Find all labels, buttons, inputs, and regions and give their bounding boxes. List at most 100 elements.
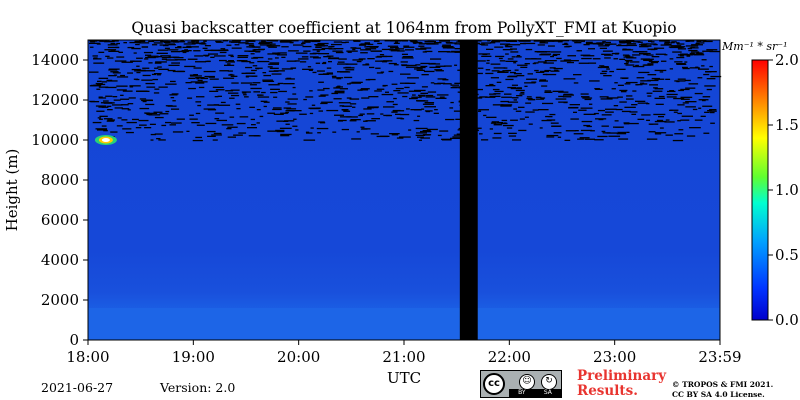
noise-speckle <box>609 70 614 73</box>
noise-speckle <box>154 88 160 90</box>
noise-speckle <box>209 78 219 80</box>
noise-speckle <box>531 58 542 60</box>
noise-speckle <box>132 118 139 121</box>
noise-speckle <box>539 41 546 43</box>
noise-speckle <box>157 49 168 51</box>
noise-speckle <box>376 88 385 90</box>
noise-speckle <box>163 44 169 47</box>
noise-speckle <box>127 72 133 74</box>
noise-speckle <box>225 90 234 92</box>
noise-speckle <box>255 51 261 53</box>
noise-speckle <box>138 42 150 44</box>
noise-speckle <box>482 53 488 56</box>
noise-speckle <box>309 53 317 55</box>
noise-speckle <box>622 54 630 56</box>
noise-speckle <box>169 124 176 126</box>
noise-speckle <box>654 120 667 123</box>
noise-speckle <box>629 61 640 63</box>
noise-speckle <box>294 60 300 62</box>
x-tick-label: 23:00 <box>593 348 636 366</box>
noise-speckle <box>564 42 568 44</box>
noise-speckle <box>368 78 376 81</box>
noise-speckle <box>494 90 504 93</box>
noise-speckle <box>309 56 319 58</box>
noise-speckle <box>539 79 547 81</box>
noise-speckle <box>600 98 613 100</box>
noise-speckle <box>446 47 455 49</box>
noise-speckle <box>315 46 322 49</box>
noise-speckle <box>401 53 408 55</box>
noise-speckle <box>144 127 152 129</box>
x-tick-label: 18:00 <box>66 348 109 366</box>
noise-speckle <box>418 94 426 96</box>
noise-speckle <box>154 67 159 69</box>
noise-speckle <box>326 55 334 57</box>
noise-speckle <box>513 73 522 75</box>
noise-speckle <box>433 112 439 114</box>
noise-speckle <box>647 63 654 65</box>
noise-speckle <box>540 97 546 99</box>
noise-speckle <box>165 121 171 124</box>
noise-speckle <box>500 104 513 106</box>
noise-speckle <box>477 72 483 75</box>
noise-speckle <box>306 132 313 134</box>
noise-speckle <box>358 44 367 46</box>
noise-speckle <box>703 73 710 76</box>
noise-speckle <box>552 40 563 42</box>
noise-speckle <box>391 49 400 51</box>
noise-speckle <box>236 108 241 110</box>
noise-speckle <box>556 57 562 60</box>
noise-speckle <box>267 112 275 114</box>
noise-speckle <box>669 58 674 60</box>
noise-speckle <box>563 93 573 95</box>
noise-speckle <box>365 48 377 50</box>
noise-speckle <box>578 109 587 111</box>
noise-speckle <box>695 66 699 68</box>
noise-speckle <box>565 45 572 47</box>
noise-speckle <box>647 58 654 60</box>
noise-speckle <box>425 96 436 98</box>
noise-speckle <box>512 139 522 141</box>
noise-speckle <box>672 139 684 142</box>
noise-speckle <box>219 51 227 54</box>
noise-speckle <box>263 105 267 108</box>
noise-speckle <box>349 120 357 122</box>
noise-speckle <box>216 119 227 122</box>
noise-speckle <box>143 51 153 54</box>
noise-speckle <box>526 96 532 98</box>
noise-speckle <box>139 124 147 126</box>
y-axis-label: Height (m) <box>3 149 21 232</box>
copyright-line-1: © TROPOS & FMI 2021. <box>672 380 774 389</box>
noise-speckle <box>678 89 684 92</box>
noise-speckle <box>356 131 360 133</box>
noise-speckle <box>413 40 417 42</box>
noise-speckle <box>519 93 525 95</box>
noise-speckle <box>626 43 636 45</box>
noise-speckle <box>216 41 224 43</box>
noise-speckle <box>558 101 568 103</box>
noise-speckle <box>95 128 108 130</box>
noise-speckle <box>694 119 703 121</box>
noise-speckle <box>236 41 241 43</box>
noise-speckle <box>516 95 523 97</box>
noise-speckle <box>405 66 418 68</box>
noise-speckle <box>672 51 682 53</box>
noise-speckle <box>356 60 362 63</box>
noise-speckle <box>197 79 203 82</box>
noise-speckle <box>493 124 503 126</box>
noise-speckle <box>418 43 426 45</box>
noise-speckle <box>154 116 164 119</box>
noise-speckle <box>654 47 665 49</box>
noise-speckle <box>520 42 526 45</box>
noise-speckle <box>703 132 710 134</box>
noise-speckle <box>244 96 249 98</box>
noise-speckle <box>150 133 156 136</box>
noise-speckle <box>229 116 235 118</box>
noise-speckle <box>139 90 150 92</box>
noise-speckle <box>622 48 627 50</box>
noise-speckle <box>415 127 428 130</box>
noise-speckle <box>382 61 388 63</box>
noise-speckle <box>409 40 415 42</box>
noise-speckle <box>420 62 430 65</box>
noise-speckle <box>707 110 712 112</box>
